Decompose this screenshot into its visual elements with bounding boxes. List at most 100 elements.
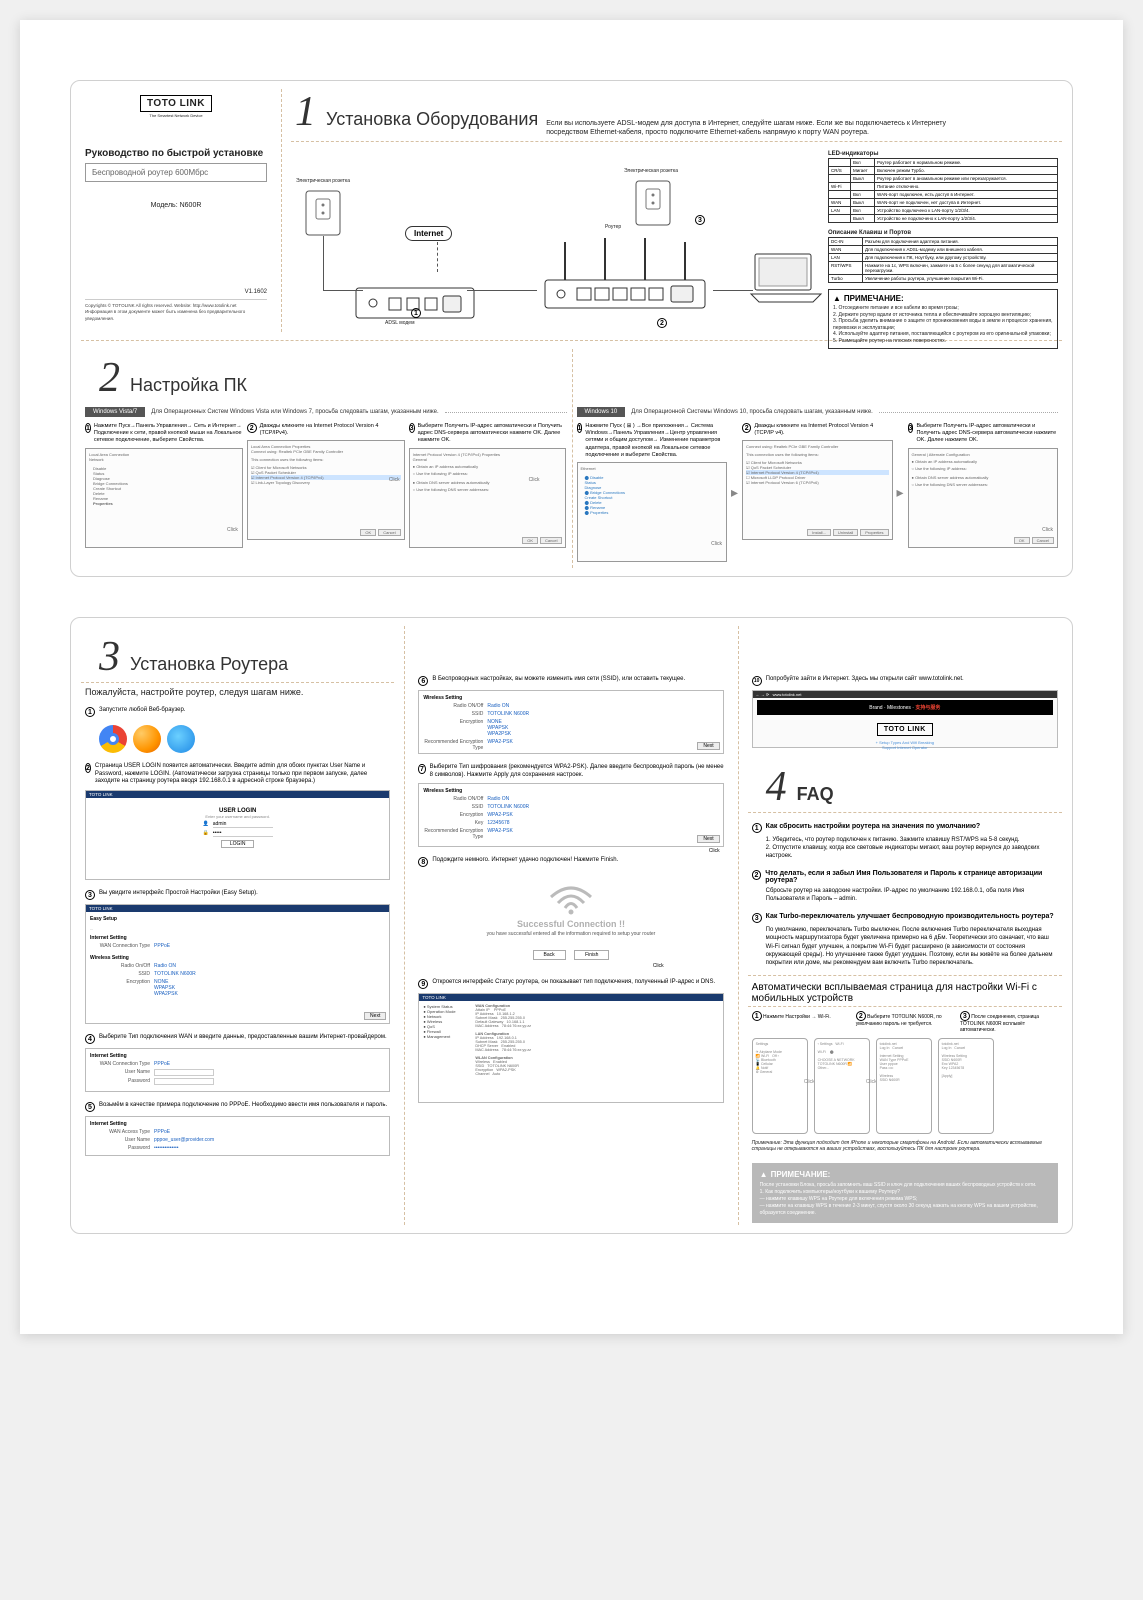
section-4-num: 4	[766, 766, 787, 808]
ports-header: Описание Клавиш и Портов	[828, 229, 1058, 237]
w10-step-2: Дважды кликните на Internet Protocol Ver…	[754, 423, 892, 437]
router-col-2: 6В Беспроводных настройках, вы можете из…	[404, 618, 737, 1233]
notice2-body: После установки Блока, просьба запомнить…	[760, 1182, 1050, 1217]
notice2-title: ПРИМЕЧАНИЕ:	[760, 1169, 1050, 1180]
pc-settings: 2 Настройка ПК Windows Vista/7 Для Опера…	[71, 341, 1072, 576]
outlet-label-1: Электрическая розетка	[295, 178, 351, 185]
mock-wireless-2: Wireless Setting Radio ON/OffRadio ON SS…	[418, 783, 723, 847]
vdivider-pc	[572, 349, 573, 568]
mock-easy-setup: TOTO LINK Easy Setup ... Internet Settin…	[85, 904, 390, 1024]
hw-callout-2: 2	[657, 318, 667, 328]
notice-body: 1. Отсоедините питание и все кабели во в…	[833, 305, 1053, 344]
mobile-row: 1 Нажмите Настройки → Wi-Fi. 2 Выберите …	[752, 1011, 1058, 1034]
cover-title: Руководство по быстрой установке	[85, 148, 267, 159]
vista-win-3: Internet Protocol Version 4 (TCP/IPv4) P…	[409, 448, 567, 548]
vista-step-3: Выберите Получить IP-адрес автоматически…	[418, 423, 567, 444]
faq-q1: Как сбросить настройки роутера на значен…	[766, 823, 981, 833]
phone-mock-4: totolink.netLog In CancelWireless Settin…	[938, 1038, 994, 1134]
success-block: Successful Connection !! you have succes…	[418, 919, 723, 969]
pc-vista-col: Windows Vista/7 Для Операционных Систем …	[85, 401, 567, 562]
section-3-title: Установка Роутера	[130, 654, 288, 675]
os-vista-desc: Для Операционных Систем Windows Vista ил…	[151, 409, 438, 415]
phone-mock-3: totolink.netLog In CancelInternet Settin…	[876, 1038, 932, 1134]
rs8: Подождите немного. Интернет удачно подкл…	[432, 857, 618, 867]
firefox-icon	[133, 725, 161, 753]
section-2-title: Настройка ПК	[130, 375, 247, 396]
mock-login-brand: TOTO LINK	[86, 791, 389, 798]
rs3: Вы увидите интерфейс Простой Настройки (…	[99, 890, 258, 900]
ms1: Нажмите Настройки → Wi-Fi.	[763, 1014, 831, 1020]
cover: TOTO LINK The Smartest Network Device Ру…	[71, 81, 281, 340]
chrome-icon	[99, 725, 127, 753]
rs2: Страница USER LOGIN появится автоматичес…	[95, 763, 390, 786]
faq-a3: По умолчанию, переключатель Turbo выключ…	[766, 926, 1058, 966]
hw-diagram: Электрическая розетка Электрическая розе…	[295, 150, 1058, 330]
notice-grey: ПРИМЕЧАНИЕ: После установки Блока, прось…	[752, 1163, 1058, 1223]
mock-wireless-1: Wireless Setting Radio ON/OffRadio ON SS…	[418, 690, 723, 754]
rs5: Возьмём в качестве примера подключение п…	[99, 1102, 387, 1112]
hw-desc: Если вы используете ADSL-модем для досту…	[546, 119, 986, 137]
cover-version: V1.1602	[85, 289, 267, 295]
next-button[interactable]: Next	[364, 1012, 386, 1020]
phone-mock-1: Settings✈ Airplane Mode📶 Wi-Fi Off ›📡 Bl…	[752, 1038, 808, 1134]
vista-step-1: Нажмите Пуск→Панель Управления→ Сеть и И…	[94, 423, 243, 444]
rs4: Выберите Тип подключения WAN и введите д…	[99, 1034, 387, 1044]
faq-a1: 1. Убедитесь, что роутер подключен к пит…	[766, 836, 1058, 860]
cover-copyright: Copyrights © TOTOLINK All rights reserve…	[85, 299, 267, 322]
section-4-title: FAQ	[797, 784, 834, 805]
mock-status: TOTO LINK ● System Status● Operation Mod…	[418, 993, 723, 1103]
hw-callout-3: 3	[695, 215, 705, 225]
led-header: LED-индикаторы	[828, 150, 1058, 158]
w10-step-1: Нажмите Пуск ( ⊞ ) →Все приложения→ Сист…	[585, 423, 727, 459]
modem-label: ADSL модем	[385, 320, 415, 327]
mobile-note: Примечание: Эта функция подходит для iPh…	[752, 1140, 1058, 1153]
panel1-top: TOTO LINK The Smartest Network Device Ру…	[71, 81, 1072, 340]
section-3-num: 3	[99, 636, 120, 678]
wall-outlet-2-icon	[635, 180, 671, 226]
rs7: Выберите Тип шифрования (рекомендуется W…	[430, 764, 724, 780]
rs10: Попробуйте зайти в Интернет. Здесь мы от…	[766, 676, 964, 686]
brand-sub: The Smartest Network Device	[85, 113, 267, 118]
notice-title: ПРИМЕЧАНИЕ:	[833, 294, 1053, 303]
internet-label: Internet	[405, 226, 452, 241]
vista-win-1: Local Area ConnectionNetwork DisableStat…	[85, 448, 243, 548]
brand-logo: TOTO LINK	[140, 95, 212, 112]
rs1: Запустите любой Веб-браузер.	[99, 707, 186, 717]
cover-model-label: Модель:	[151, 202, 178, 209]
os-vista-label: Windows Vista/7	[85, 407, 145, 417]
panel-router-and-faq: 3 Установка Роутера Пожалуйста, настройт…	[70, 617, 1073, 1234]
section-1-num: 1	[295, 91, 316, 133]
ms3: После соединения, страница TOTOLINK N600…	[960, 1014, 1039, 1034]
panel-hardware-and-pc: TOTO LINK The Smartest Network Device Ру…	[70, 80, 1073, 577]
os-win10-label: Windows 10	[577, 407, 626, 417]
laptop-icon	[749, 250, 829, 306]
finish-button[interactable]: Finish	[574, 950, 609, 960]
led-table: ВклРоутер работает в нормальном режиме.C…	[828, 158, 1058, 223]
vista-win-2: Local Area Connection Properties Connect…	[247, 440, 405, 540]
ms2: Выберите TOTOLINK N600R, по умолчанию па…	[856, 1014, 942, 1027]
section-1-title: Установка Оборудования	[326, 109, 538, 130]
w10-step-3: Выберите Получить IP-адрес автоматически…	[916, 423, 1058, 444]
wifi-success-icon	[546, 875, 596, 915]
section-2-num: 2	[99, 357, 120, 399]
mock-browser: ← → ⟳ www.totolink.net Brand · Milestone…	[752, 690, 1058, 748]
w10-win-2: Connect using: Realtek PCIe GBE Family C…	[742, 440, 892, 540]
router-intro: Пожалуйста, настройте роутер, следуя шаг…	[85, 687, 390, 697]
rs6: В Беспроводных настройках, вы можете изм…	[432, 676, 685, 686]
w10-win-1: Ethernet ⬤ DisableStatusDiagnose⬤ Bridge…	[577, 462, 727, 562]
page: TOTO LINK The Smartest Network Device Ру…	[20, 20, 1123, 1334]
router-col-3: 10Попробуйте зайти в Интернет. Здесь мы …	[738, 618, 1072, 1233]
hardware-setup: 1 Установка Оборудования Если вы использ…	[281, 81, 1072, 340]
arrow-icon: ▸	[731, 484, 738, 501]
w10-win-3: General | Alternate Configuration Obtain…	[908, 448, 1058, 548]
login-button[interactable]: LOGIN	[221, 840, 255, 848]
rs9: Откроется интерфейс Статус роутера, он п…	[432, 979, 715, 989]
phone-mock-2: ‹ Settings Wi-FiWi-Fi ⬤CHOOSE A NETWORKT…	[814, 1038, 870, 1134]
cover-subtitle: Беспроводной роутер 600Мбрс	[85, 163, 267, 182]
back-button[interactable]: Back	[533, 950, 566, 960]
faq-q2: Что делать, если я забыл Имя Пользовател…	[765, 870, 1058, 884]
mock-login: TOTO LINK USER LOGIN Enter your username…	[85, 790, 390, 880]
ports-table: DC-INРазъём для подключения адаптера пит…	[828, 237, 1058, 283]
arrow-icon-2: ▸	[897, 484, 904, 501]
router-icon	[535, 230, 715, 320]
